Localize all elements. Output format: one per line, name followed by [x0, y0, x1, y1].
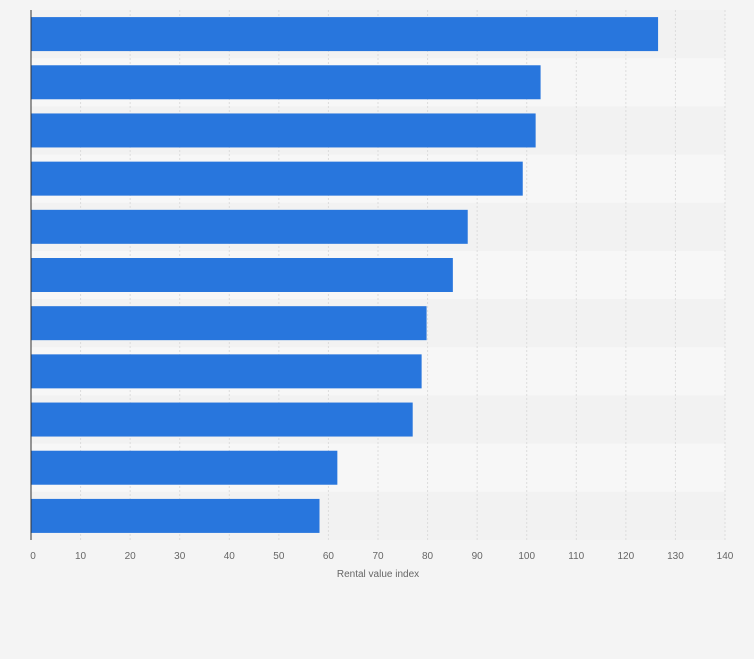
bar — [31, 498, 320, 533]
bar — [31, 306, 427, 341]
x-tick-label: 130 — [667, 551, 684, 562]
bar — [31, 17, 659, 52]
x-tick-label: 120 — [618, 551, 635, 562]
x-tick-label: 20 — [125, 551, 137, 562]
x-tick-labels: 0 10 20 30 40 50 60 70 80 90 100 110 120 130 140 — [30, 551, 734, 562]
bar — [31, 209, 468, 244]
x-tick-label: 80 — [422, 551, 434, 562]
x-tick-label: 100 — [518, 551, 535, 562]
x-tick-label: 70 — [372, 551, 384, 562]
x-tick-label: 10 — [75, 551, 87, 562]
x-tick-label: 50 — [273, 551, 285, 562]
bar — [31, 258, 453, 292]
bar — [31, 450, 338, 485]
x-tick-label: 140 — [717, 551, 734, 562]
x-tick-label: 40 — [224, 551, 236, 562]
x-tick-label: 0 — [30, 551, 36, 562]
bar — [31, 65, 541, 100]
x-tick-label: 60 — [323, 551, 335, 562]
x-tick-label: 90 — [472, 551, 484, 562]
x-tick-label: 30 — [174, 551, 186, 562]
bars — [31, 17, 659, 533]
x-tick-label: 110 — [568, 551, 584, 562]
bar — [31, 354, 422, 389]
x-axis-title: Rental value index — [337, 569, 419, 580]
bar — [31, 402, 413, 437]
bar — [31, 161, 523, 196]
bar — [31, 113, 536, 148]
